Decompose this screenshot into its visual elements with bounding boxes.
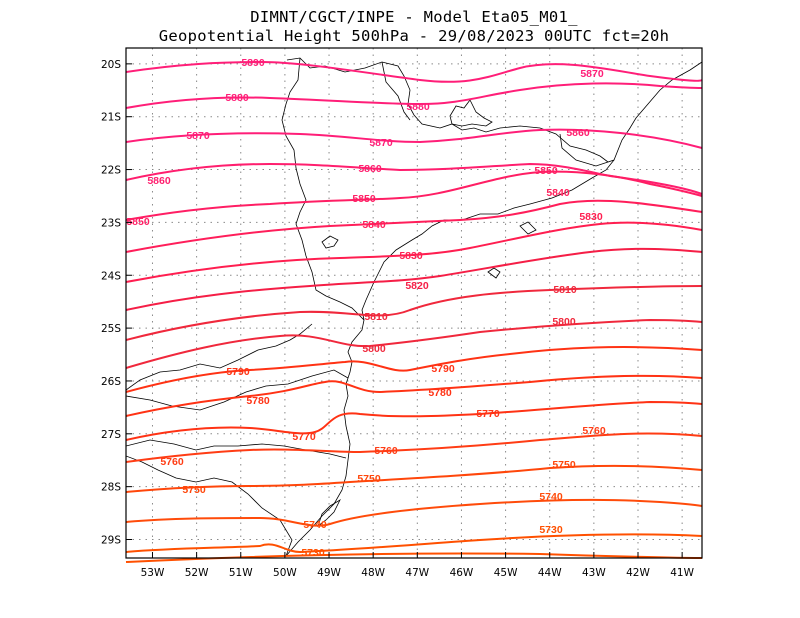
contour-label: 5840 <box>362 219 386 231</box>
contour-label: 5860 <box>358 163 382 175</box>
contour-label: 5730 <box>539 524 563 536</box>
contour-label: 5760 <box>582 425 606 437</box>
contour-label: 5750 <box>182 484 206 496</box>
contour-line <box>125 82 703 109</box>
x-tick-label: 50W <box>273 567 297 579</box>
contour-labels: 5890 5880 5880 5870 5870 5870 5860 5860 5860 5850… <box>126 57 606 559</box>
state-border <box>559 133 609 167</box>
y-tick-label: 25S <box>101 323 121 335</box>
country-border <box>125 323 313 391</box>
contour-label: 5870 <box>369 137 393 149</box>
x-tick-label: 47W <box>405 567 429 579</box>
contour-label: 5850 <box>352 193 376 205</box>
contour-label: 5840 <box>546 187 570 199</box>
contour-label: 5780 <box>246 395 270 407</box>
y-tick-label: 27S <box>101 429 121 441</box>
contour-label: 5730 <box>301 547 325 559</box>
contour-label: 5880 <box>406 101 430 113</box>
map-frame <box>125 47 703 559</box>
contour-label: 5790 <box>431 363 455 375</box>
contour-label: 5810 <box>553 284 577 296</box>
x-tick-label: 43W <box>582 567 606 579</box>
contour-label: 5760 <box>160 456 184 468</box>
contour-line <box>125 285 703 341</box>
coastline <box>285 159 615 557</box>
contour-line <box>125 247 703 311</box>
y-tick-label: 28S <box>101 482 121 494</box>
contour-label: 5790 <box>226 366 250 378</box>
x-tick-label: 46W <box>450 567 474 579</box>
contour-label: 5770 <box>476 408 500 420</box>
contour-label: 5820 <box>405 280 429 292</box>
latitude-axis: 20S 21S 22S 23S 24S 25S 26S 27S 28S 29S <box>101 59 132 547</box>
y-tick-label: 20S <box>101 59 121 71</box>
contour-line <box>125 498 703 527</box>
x-tick-label: 51W <box>229 567 253 579</box>
y-tick-label: 29S <box>101 535 121 547</box>
height-contours <box>125 60 703 563</box>
contour-label: 5860 <box>147 175 171 187</box>
y-tick-label: 23S <box>101 217 121 229</box>
x-tick-label: 49W <box>317 567 341 579</box>
x-tick-label: 48W <box>361 567 385 579</box>
contour-label: 5800 <box>552 316 576 328</box>
y-tick-label: 24S <box>101 270 121 282</box>
contour-label: 5870 <box>580 68 604 80</box>
x-tick-label: 44W <box>538 567 562 579</box>
contour-label: 5870 <box>186 130 210 142</box>
contour-label: 5810 <box>364 311 388 323</box>
contour-label: 5760 <box>374 445 398 457</box>
contour-line <box>125 221 703 283</box>
contour-label: 5890 <box>241 57 265 69</box>
contour-label: 5770 <box>292 431 316 443</box>
contour-line <box>125 464 703 493</box>
graticule-grid <box>126 48 702 558</box>
y-tick-label: 21S <box>101 112 121 124</box>
contour-label: 5830 <box>579 211 603 223</box>
x-tick-label: 45W <box>494 567 518 579</box>
contour-line <box>125 533 703 554</box>
contour-line <box>125 128 703 149</box>
contour-label: 5860 <box>566 127 590 139</box>
contour-line <box>125 162 703 195</box>
contour-line <box>125 170 703 221</box>
y-tick-label: 26S <box>101 376 121 388</box>
contour-label: 5740 <box>303 519 327 531</box>
contour-line <box>125 400 703 441</box>
coastline <box>286 57 703 163</box>
state-border <box>281 57 365 321</box>
map-title-line1: DIMNT/CGCT/INPE - Model Eta05_M01_ <box>250 8 578 26</box>
coastline <box>487 267 501 279</box>
contour-line <box>125 60 703 83</box>
coastline <box>519 221 537 235</box>
x-tick-label: 41W <box>670 567 694 579</box>
x-tick-label: 42W <box>626 567 650 579</box>
country-border <box>125 455 293 557</box>
contour-label: 5740 <box>539 491 563 503</box>
contour-line <box>125 374 703 417</box>
x-tick-label: 52W <box>185 567 209 579</box>
contour-line <box>125 346 703 393</box>
map-title-line2: Geopotential Height 500hPa - 29/08/2023 … <box>158 27 670 45</box>
y-tick-label: 22S <box>101 165 121 177</box>
contour-label: 5850 <box>126 216 150 228</box>
coastline <box>449 99 493 127</box>
contour-label: 5880 <box>225 92 249 104</box>
contour-label: 5850 <box>534 165 558 177</box>
contour-label: 5780 <box>428 387 452 399</box>
contour-label: 5750 <box>357 473 381 485</box>
x-tick-label: 53W <box>141 567 165 579</box>
longitude-axis: 53W 52W 51W 50W 49W 48W 47W 46W 45W 44W 43W 42W 41W <box>141 552 695 579</box>
contour-line <box>125 432 703 463</box>
contour-label: 5830 <box>399 250 423 262</box>
contour-line <box>125 318 703 369</box>
contour-line <box>125 199 703 253</box>
contour-label: 5800 <box>362 343 386 355</box>
contour-label: 5750 <box>552 459 576 471</box>
state-border <box>125 369 349 411</box>
reservoir <box>321 235 339 249</box>
